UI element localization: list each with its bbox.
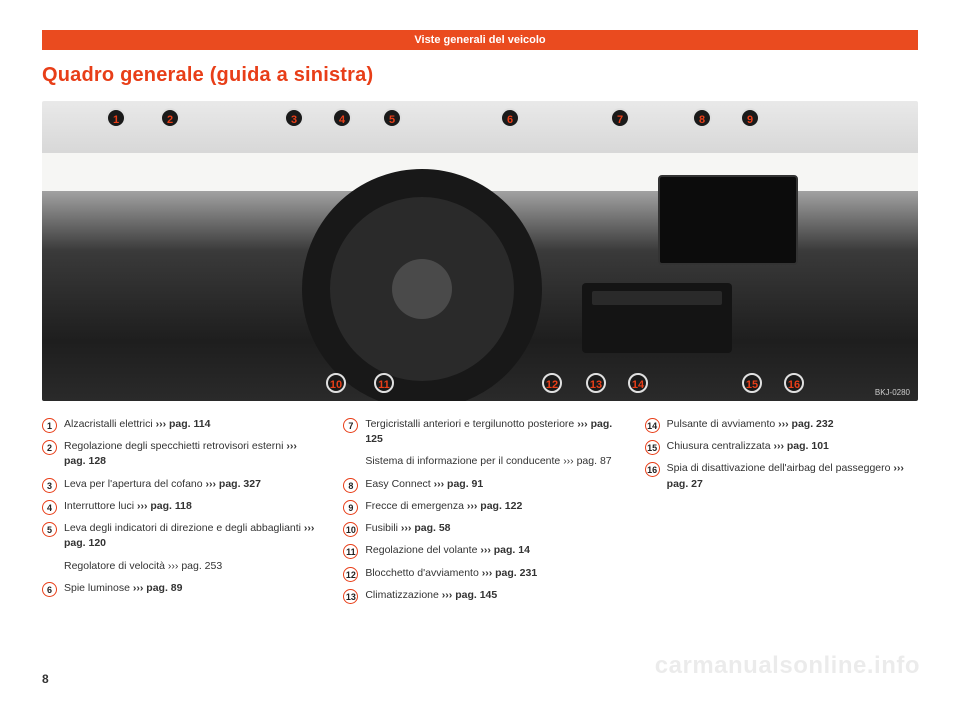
infotainment-screen (658, 175, 798, 265)
legend-item-7: 7 Tergicristalli anteriori e tergilunotto… (343, 417, 616, 447)
legend-item-number: 8 (343, 478, 358, 493)
legend-item-4: 4 Interruttore luci ››› pag. 118 (42, 499, 315, 514)
legend-item-ref: ››› pag. 14 (480, 544, 530, 556)
legend-item-13: 13 Climatizzazione ››› pag. 145 (343, 588, 616, 603)
legend-item-1: 1 Alzacristalli elettrici ››› pag. 114 (42, 417, 315, 432)
watermark: carmanualsonline.info (655, 652, 920, 680)
legend-item-text: Climatizzazione (365, 589, 441, 601)
figure-marker-9: 9 (740, 108, 760, 128)
legend-item-text: Tergicristalli anteriori e tergilunotto … (365, 418, 577, 430)
figure-marker-5: 5 (382, 108, 402, 128)
legend-item-number: 15 (645, 440, 660, 455)
legend-item-text: Regolatore di velocità (64, 560, 168, 572)
legend-item-text: Chiusura centralizzata (667, 440, 774, 452)
section-header: Viste generali del veicolo (42, 30, 918, 50)
legend-item-text: Leva per l'apertura del cofano (64, 478, 206, 490)
legend-item-number: 12 (343, 567, 358, 582)
legend-item-number: 13 (343, 589, 358, 604)
legend-item-2: 2 Regolazione degli specchietti retroviso… (42, 439, 315, 469)
figure-code: BKJ-0280 (875, 388, 910, 397)
legend-item-6: 6 Spie luminose ››› pag. 89 (42, 581, 315, 596)
legend-item-number: 11 (343, 544, 358, 559)
legend-item-14: 14 Pulsante di avviamento ››› pag. 232 (645, 417, 918, 432)
figure-marker-15: 15 (742, 373, 762, 393)
figure-marker-10: 10 (326, 373, 346, 393)
legend-item-number: 10 (343, 522, 358, 537)
legend-item-3: 3 Leva per l'apertura del cofano ››› pag.… (42, 477, 315, 492)
legend-item-number: 9 (343, 500, 358, 515)
legend-item-ref: ››› pag. 114 (156, 418, 211, 430)
legend-item-text: Regolazione del volante (365, 544, 480, 556)
figure-marker-2: 2 (160, 108, 180, 128)
figure-marker-7: 7 (610, 108, 630, 128)
legend-item-text: Fusibili (365, 522, 401, 534)
legend-item-9: 9 Frecce di emergenza ››› pag. 122 (343, 499, 616, 514)
legend-item-text: Regolazione degli specchietti retrovisor… (64, 440, 286, 452)
legend-item-ref: ››› pag. 231 (482, 567, 537, 579)
legend-item-12: 12 Blocchetto d'avviamento ››› pag. 231 (343, 566, 616, 581)
legend-item-11: 11 Regolazione del volante ››› pag. 14 (343, 543, 616, 558)
figure-marker-6: 6 (500, 108, 520, 128)
legend-item-16: 16 Spia di disattivazione dell'airbag del… (645, 461, 918, 491)
legend-subitem: Regolatore di velocità ››› pag. 253 (42, 559, 315, 574)
legend-item-ref: ››› pag. 101 (773, 440, 828, 452)
legend-item-number: 6 (42, 582, 57, 597)
figure-marker-14: 14 (628, 373, 648, 393)
figure-marker-16: 16 (784, 373, 804, 393)
legend-item-number: 5 (42, 522, 57, 537)
legend-item-ref: ››› pag. 122 (467, 500, 522, 512)
legend-item-5: 5 Leva degli indicatori di direzione e de… (42, 521, 315, 551)
center-console (582, 283, 732, 353)
legend-item-text: Spia di disattivazione dell'airbag del p… (667, 462, 894, 474)
legend-item-text: Spie luminose (64, 582, 133, 594)
figure-marker-12: 12 (542, 373, 562, 393)
legend-item-text: Alzacristalli elettrici (64, 418, 156, 430)
page-title: Quadro generale (guida a sinistra) (42, 64, 918, 87)
legend-item-8: 8 Easy Connect ››› pag. 91 (343, 477, 616, 492)
legend-item-ref: ››› pag. 327 (206, 478, 261, 490)
legend-columns: 1 Alzacristalli elettrici ››› pag. 114 2 Re… (42, 417, 918, 610)
legend-item-ref: ››› pag. 232 (778, 418, 833, 430)
legend-item-15: 15 Chiusura centralizzata ››› pag. 101 (645, 439, 918, 454)
legend-item-ref: ››› pag. 145 (442, 589, 497, 601)
legend-item-ref: ››› pag. 58 (401, 522, 451, 534)
legend-item-number: 7 (343, 418, 358, 433)
legend-item-ref: ››› pag. 91 (434, 478, 484, 490)
legend-item-number: 4 (42, 500, 57, 515)
legend-item-text: Leva degli indicatori di direzione e deg… (64, 522, 304, 534)
legend-item-text: Frecce di emergenza (365, 500, 467, 512)
steering-wheel-hub (392, 259, 452, 319)
figure-marker-13: 13 (586, 373, 606, 393)
legend-item-ref: ››› pag. 87 (563, 455, 611, 467)
legend-item-10: 10 Fusibili ››› pag. 58 (343, 521, 616, 536)
legend-item-ref: ››› pag. 118 (137, 500, 192, 512)
legend-item-text: Sistema di informazione per il conducent… (365, 455, 563, 467)
figure-marker-3: 3 (284, 108, 304, 128)
legend-item-number: 1 (42, 418, 57, 433)
figure-marker-1: 1 (106, 108, 126, 128)
figure-marker-11: 11 (374, 373, 394, 393)
legend-item-number: 3 (42, 478, 57, 493)
legend-item-number: 14 (645, 418, 660, 433)
legend-item-text: Easy Connect (365, 478, 433, 490)
legend-item-number: 16 (645, 462, 660, 477)
legend-item-text: Pulsante di avviamento (667, 418, 778, 430)
legend-col-2: 7 Tergicristalli anteriori e tergilunotto… (343, 417, 616, 610)
legend-item-ref: ››› pag. 89 (133, 582, 183, 594)
legend-col-3: 14 Pulsante di avviamento ››› pag. 232 15 C… (645, 417, 918, 610)
figure-marker-4: 4 (332, 108, 352, 128)
figure-marker-8: 8 (692, 108, 712, 128)
dashboard-figure: 12345678910111213141516 BKJ-0280 (42, 101, 918, 401)
page-number: 8 (42, 672, 49, 686)
legend-item-text: Interruttore luci (64, 500, 137, 512)
legend-col-1: 1 Alzacristalli elettrici ››› pag. 114 2 Re… (42, 417, 315, 610)
legend-item-number: 2 (42, 440, 57, 455)
legend-item-text: Blocchetto d'avviamento (365, 567, 481, 579)
legend-subitem: Sistema di informazione per il conducent… (343, 454, 616, 469)
legend-item-ref: ››› pag. 253 (168, 560, 222, 572)
